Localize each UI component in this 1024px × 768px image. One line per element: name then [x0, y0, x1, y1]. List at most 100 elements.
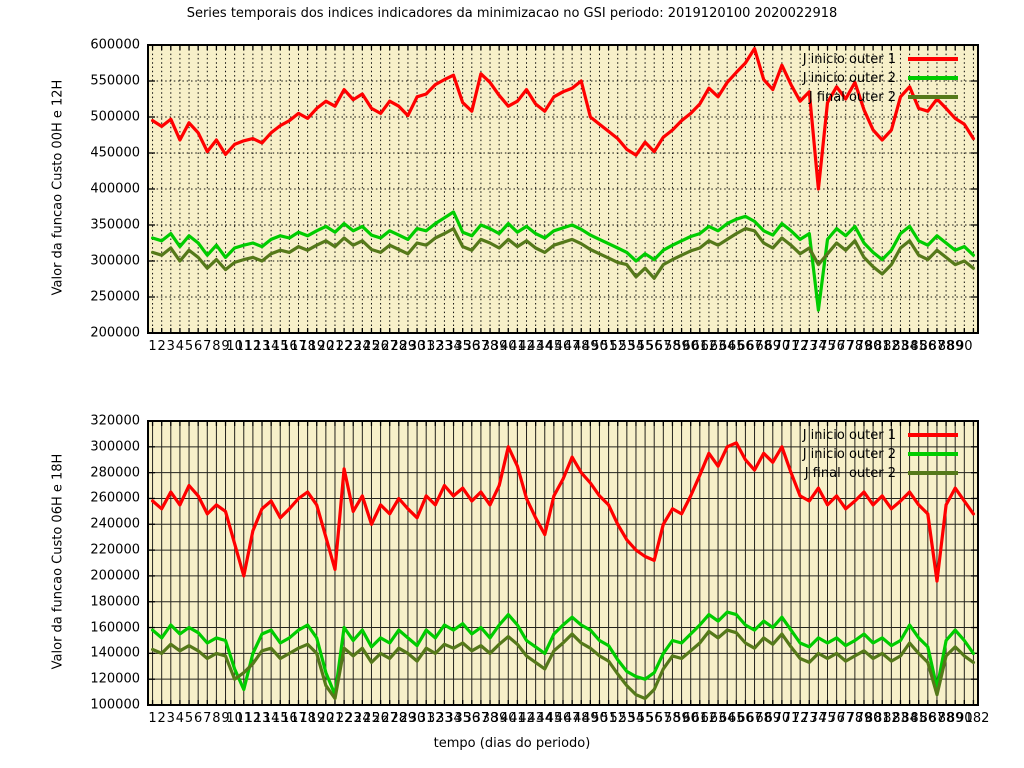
x-tick-label-top: 20	[317, 339, 335, 354]
series-top-1	[151, 210, 976, 312]
x-tick-label-bottom: 14	[262, 711, 280, 726]
x-tick-label-bottom: 45	[545, 711, 563, 726]
x-tick-label-top: 28	[390, 339, 408, 354]
x-tick-label-top: 3	[166, 339, 175, 354]
legend-entry-bottom-2: J final outer 2	[658, 464, 958, 482]
x-tick-label-bottom: 86	[919, 711, 937, 726]
x-tick-label-bottom: 53	[618, 711, 636, 726]
y-tick-label-top: 450000	[90, 145, 140, 161]
x-tick-label-bottom: 15	[271, 711, 289, 726]
legend-line-sample	[908, 95, 958, 99]
x-tick-label-top: 16	[281, 339, 298, 354]
x-tick-label-top: 70	[773, 339, 791, 354]
x-tick-label-top: 25	[363, 339, 380, 354]
series-bottom-2	[151, 628, 976, 701]
x-tick-label-bottom: 90	[956, 711, 973, 726]
legend-entry-top-2: J final outer 2	[658, 88, 958, 106]
plot-border-bottom	[147, 420, 979, 706]
x-tick-label-top: 53	[618, 339, 636, 354]
x-tick-label-top: 83	[892, 339, 909, 354]
x-tick-label-bottom: 82	[883, 711, 900, 726]
x-tick-label-top: 61	[691, 339, 709, 354]
y-tick-label-bottom: 100000	[90, 697, 140, 713]
x-tick-label-top: 30	[408, 339, 426, 354]
x-tick-label-bottom: 65	[728, 711, 745, 726]
x-tick-label-bottom: 40	[499, 711, 517, 726]
x-tick-label-top: 46	[554, 339, 572, 354]
x-tick-label-top: 9	[221, 339, 230, 354]
x-tick-label-bottom: 77	[837, 711, 854, 726]
x-tick-label-bottom: 25	[363, 711, 380, 726]
x-tick-label-bottom: 23	[344, 711, 362, 726]
top-y-axis-title: Valor da funcao Custo 00H e 12H	[50, 79, 66, 296]
chart-title: Series temporais dos indices indicadores…	[186, 6, 838, 21]
x-tick-label-top: 85	[910, 339, 927, 354]
x-tick-label-top: 71	[782, 339, 800, 354]
legend-label: J inicio outer 2	[802, 70, 896, 86]
x-tick-label-bottom: 67	[746, 711, 763, 726]
x-tick-label-top: 63	[709, 339, 727, 354]
x-tick-label-bottom: 44	[536, 711, 554, 726]
x-tick-label-top: 58	[664, 339, 681, 354]
x-tick-label-bottom: 10	[226, 711, 243, 726]
x-tick-label-top: 17	[290, 339, 307, 354]
x-tick-label-bottom: 81	[873, 711, 891, 726]
x-tick-label-bottom: 34	[445, 711, 462, 726]
legend-entry-top-0: J inicio outer 1	[658, 50, 958, 68]
x-tick-label-bottom: 79	[855, 711, 873, 726]
y-tick-label-top: 600000	[90, 37, 140, 53]
x-tick-label-top: 77	[837, 339, 854, 354]
x-tick-label-top: 87	[928, 339, 946, 354]
x-tick-label-bottom: 43	[527, 711, 544, 726]
x-tick-label-top: 10	[226, 339, 243, 354]
x-tick-label-bottom: 75	[819, 711, 836, 726]
x-tick-label-last-bottom: 182	[964, 711, 990, 726]
x-tick-label-bottom: 48	[572, 711, 590, 726]
x-tick-label-top: 88	[937, 339, 955, 354]
x-tick-label-top: 48	[572, 339, 590, 354]
x-tick-label-top: 75	[819, 339, 836, 354]
x-tick-label-top: 49	[582, 339, 599, 354]
x-tick-label-top: 65	[728, 339, 745, 354]
x-tick-label-bottom: 5	[184, 711, 194, 726]
x-tick-label-top: 89	[946, 339, 964, 354]
x-tick-label-top: 81	[873, 339, 891, 354]
x-tick-label-bottom: 72	[791, 711, 809, 726]
y-tick-label-bottom: 260000	[90, 490, 140, 506]
x-tick-label-top: 35	[454, 339, 471, 354]
y-tick-label-bottom: 200000	[90, 568, 140, 584]
y-tick-label-top: 350000	[90, 217, 140, 233]
x-tick-label-bottom: 32	[427, 711, 444, 726]
x-tick-label-top: 45	[545, 339, 563, 354]
legend-label: J final outer 2	[808, 89, 896, 105]
x-tick-label-top: 57	[655, 339, 672, 354]
x-tick-label-bottom: 20	[317, 711, 335, 726]
x-tick-label-top: 15	[271, 339, 289, 354]
series-top-0	[151, 46, 976, 191]
x-tick-label-top: 37	[472, 339, 490, 354]
x-tick-label-top: 60	[682, 339, 699, 354]
x-tick-label-top: 90	[956, 339, 973, 354]
x-tick-label-bottom: 42	[518, 711, 535, 726]
y-tick-label-bottom: 140000	[90, 645, 140, 661]
x-tick-label-bottom: 39	[490, 711, 508, 726]
x-tick-label-bottom: 7	[203, 711, 212, 726]
plot-border-top	[147, 44, 979, 334]
x-tick-label-bottom: 24	[354, 711, 371, 726]
x-tick-label-top: 21	[326, 339, 344, 354]
legend-entry-bottom-0: J inicio outer 1	[658, 426, 958, 444]
x-tick-label-bottom: 36	[463, 711, 481, 726]
x-tick-label-top: 19	[308, 339, 325, 354]
x-tick-label-top: 86	[919, 339, 937, 354]
x-tick-label-top: 32	[427, 339, 444, 354]
x-tick-label-bottom: 87	[928, 711, 946, 726]
x-tick-label-top: 38	[481, 339, 499, 354]
y-tick-label-bottom: 280000	[90, 465, 140, 481]
x-tick-label-bottom: 19	[308, 711, 325, 726]
x-tick-label-top: 50	[591, 339, 608, 354]
x-tick-label-top: 7	[203, 339, 212, 354]
legend-line-sample	[908, 433, 958, 437]
legend-line-sample	[908, 452, 958, 456]
x-tick-label-top: 6	[194, 339, 203, 354]
